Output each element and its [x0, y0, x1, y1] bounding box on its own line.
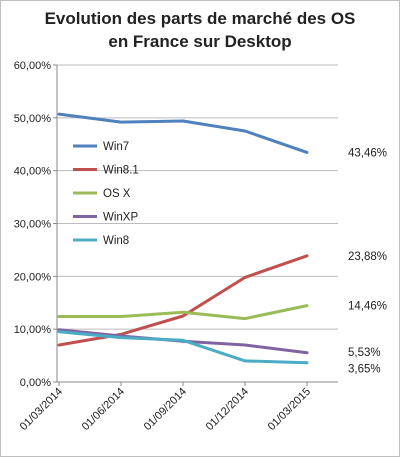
y-tick-label: 50,00% [14, 113, 52, 125]
y-tick-label: 10,00% [14, 324, 52, 336]
end-labels: 43,46% 23,88% 14,46% 5,53% 3,65% [348, 147, 387, 375]
end-label-os-x: 14,46% [348, 301, 387, 313]
y-tick-label: 60,00% [14, 60, 52, 72]
series-line-win8 [57, 330, 309, 365]
series-line-win8-1 [57, 254, 309, 347]
end-label-win7: 43,46% [348, 147, 387, 159]
x-tick-label: 01/06/2014 [80, 386, 127, 433]
end-label-win8: 3,65% [348, 364, 381, 376]
y-tick-label: 40,00% [14, 166, 52, 178]
chart-title-line-1: Evolution des parts de marché des OS [45, 9, 356, 28]
end-label-winxp: 5,53% [348, 347, 381, 359]
legend-label-win7: Win7 [103, 141, 129, 153]
legend-label-winxp: WinXP [103, 212, 138, 224]
legend-label-os-x: OS X [103, 188, 131, 200]
x-tick-label: 01/09/2014 [142, 386, 189, 433]
legend-label-win8: Win8 [103, 235, 129, 247]
y-tick-label: 20,00% [14, 271, 52, 283]
y-tick-label: 0,00% [20, 377, 51, 389]
x-tick-label: 01/03/2015 [266, 386, 313, 433]
series-layer [57, 112, 309, 365]
series-line-win7 [57, 112, 309, 154]
y-tick-label: 30,00% [14, 219, 52, 231]
legend: Win7 Win8.1 OS X WinXP Win8 [73, 141, 139, 247]
chart-title-line-2: en France sur Desktop [108, 32, 291, 51]
x-tick-label: 01/12/2014 [204, 386, 251, 433]
legend-label-win8-1: Win8.1 [103, 165, 139, 177]
x-tick-label: 01/03/2014 [18, 386, 65, 433]
end-label-win8-1: 23,88% [348, 251, 387, 263]
series-line-os-x [57, 304, 309, 321]
